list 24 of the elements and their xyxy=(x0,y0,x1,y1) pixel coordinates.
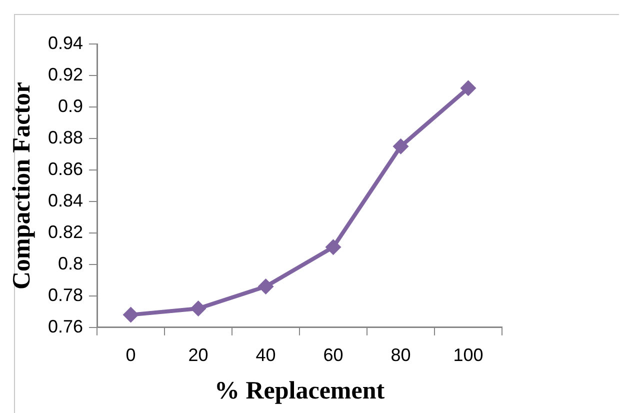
point xyxy=(190,300,206,317)
y-tick-label: 0.8 xyxy=(58,253,84,274)
x-tick-label: 80 xyxy=(390,345,411,366)
y-tick-label: 0.9 xyxy=(58,96,84,116)
y-tick-label: 0.76 xyxy=(48,316,84,336)
point xyxy=(392,138,409,154)
y-tick-label: 0.86 xyxy=(48,158,84,179)
point xyxy=(325,239,342,256)
x-tick-label: 0 xyxy=(126,345,136,366)
y-tick-label: 0.84 xyxy=(48,190,84,210)
point xyxy=(122,306,139,323)
y-tick-label: 0.94 xyxy=(48,32,84,53)
y-tick-label: 0.82 xyxy=(48,222,84,242)
point xyxy=(460,80,476,96)
x-tick-label: 40 xyxy=(256,345,276,366)
x-tick-label: 60 xyxy=(323,345,344,366)
y-tick-label: 0.78 xyxy=(48,284,84,305)
x-axis-title: % Replacement xyxy=(214,377,386,404)
point xyxy=(258,278,274,294)
y-tick-label: 0.88 xyxy=(48,127,84,148)
x-tick-label: 20 xyxy=(188,345,208,366)
x-tick-label: 100 xyxy=(453,345,484,366)
y-axis-title: Compaction Factor xyxy=(8,82,36,290)
y-tick-label: 0.92 xyxy=(48,64,84,84)
